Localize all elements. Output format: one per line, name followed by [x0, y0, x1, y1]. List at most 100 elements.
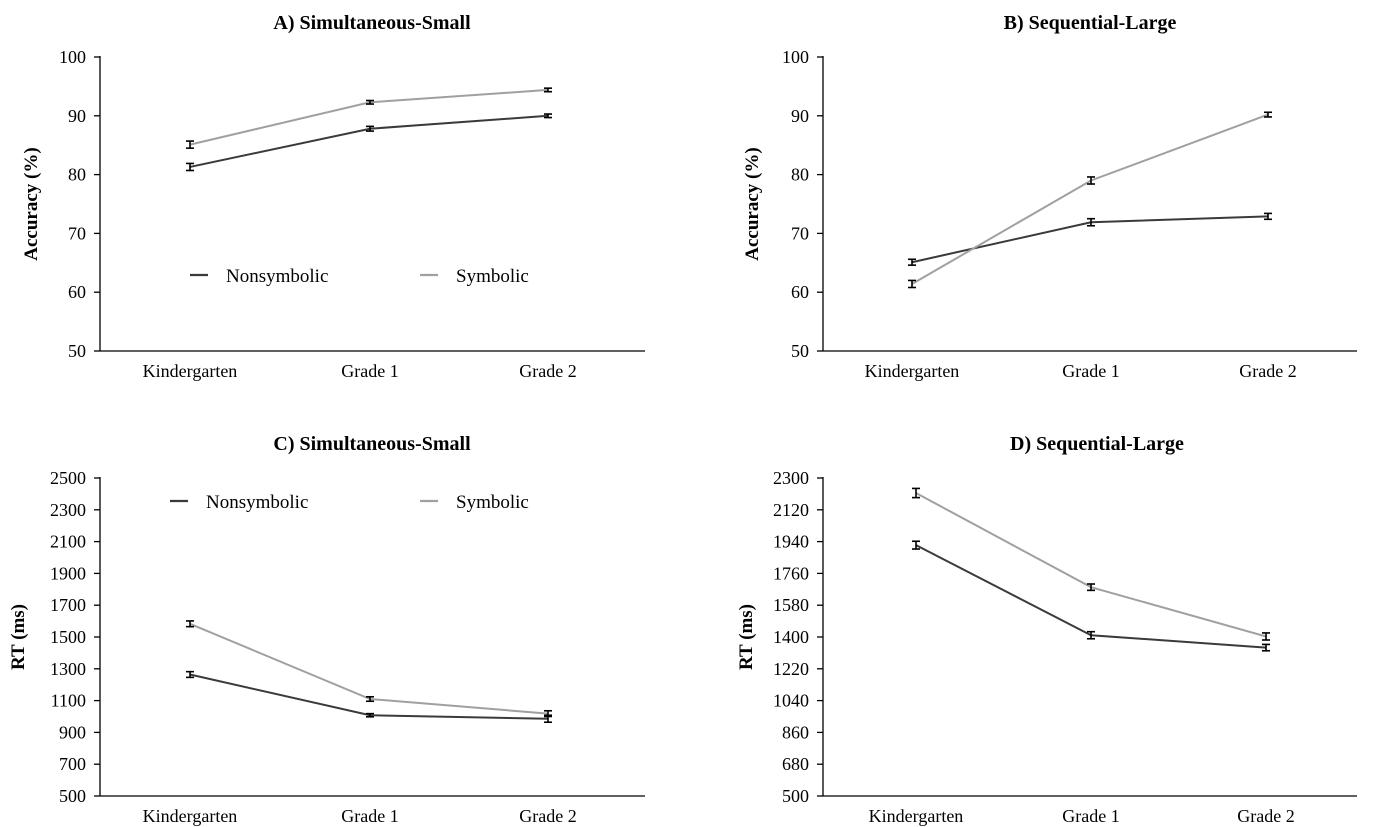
y-tick-label: 500 — [782, 786, 809, 806]
data-point-error-bar — [366, 695, 374, 703]
series-nonsymbolic — [912, 540, 1270, 652]
y-tick-label: 2300 — [773, 468, 809, 488]
y-tick-label: 1700 — [50, 595, 86, 615]
data-point-error-bar — [1087, 583, 1095, 592]
legend-label: Symbolic — [456, 492, 529, 513]
chart-title: A) Simultaneous-Small — [273, 12, 471, 34]
data-point-error-bar — [366, 712, 374, 718]
data-point-error-bar — [1087, 630, 1095, 640]
data-point-error-bar — [912, 487, 920, 499]
y-tick-label: 500 — [59, 786, 86, 806]
data-point-error-bar — [186, 162, 194, 172]
y-tick-label: 70 — [68, 223, 86, 243]
data-point-error-bar — [912, 540, 920, 550]
legend-label: Symbolic — [456, 266, 529, 287]
y-tick-label: 2500 — [50, 468, 86, 488]
x-category-label: Grade 1 — [1062, 806, 1119, 826]
legend-label: Nonsymbolic — [226, 266, 328, 287]
chart-title: D) Sequential-Large — [1010, 433, 1184, 455]
data-point-error-bar — [1087, 217, 1095, 227]
legend: Nonsymbolic Symbolic — [170, 492, 529, 513]
y-tick-label: 1900 — [50, 563, 86, 583]
y-tick-label: 80 — [68, 165, 86, 185]
y-tick-label: 2120 — [773, 500, 809, 520]
y-tick-label: 100 — [782, 47, 809, 67]
data-point-error-bar — [186, 140, 194, 149]
y-tick-label: 60 — [791, 282, 809, 302]
y-tick-label: 50 — [791, 341, 809, 361]
data-point-error-bar — [544, 87, 552, 93]
series-line — [915, 492, 1267, 638]
x-category-label: Grade 2 — [1239, 361, 1296, 381]
y-tick-label: 90 — [68, 106, 86, 126]
x-category-label: Grade 2 — [1237, 806, 1294, 826]
data-point-error-bar — [366, 125, 374, 132]
y-axis-label: RT (ms) — [736, 604, 757, 670]
series-symbolic — [908, 111, 1272, 289]
x-category-label: Grade 2 — [519, 361, 576, 381]
chart-panel-3: C) Simultaneous-Small RT (ms) 500 700 900 110… — [8, 433, 645, 826]
series-symbolic — [186, 620, 552, 718]
y-tick-label: 1300 — [50, 659, 86, 679]
y-tick-label: 1040 — [773, 691, 809, 711]
y-tick-label: 60 — [68, 282, 86, 302]
y-tick-label: 900 — [59, 722, 86, 742]
y-tick-label: 860 — [782, 722, 809, 742]
x-category-label: Grade 2 — [519, 806, 576, 826]
data-point-error-bar — [908, 258, 916, 266]
data-point-error-bar — [1264, 212, 1272, 221]
y-tick-label: 50 — [68, 341, 86, 361]
chart-panel-1: A) Simultaneous-Small Accuracy (%) 50 60 70 8… — [21, 12, 645, 381]
x-category-label: Kindergarten — [143, 361, 238, 381]
chart-panel-4: D) Sequential-Large RT (ms) 500 680 860 1040 1… — [736, 433, 1357, 826]
y-tick-label: 1760 — [773, 563, 809, 583]
data-point-error-bar — [186, 670, 194, 679]
chart-panel-2: B) Sequential-Large Accuracy (%) 50 60 70 80 9… — [742, 12, 1357, 381]
chart-title: C) Simultaneous-Small — [273, 433, 471, 455]
series-line — [911, 113, 1269, 285]
data-point-error-bar — [544, 113, 552, 119]
y-tick-label: 1580 — [773, 595, 809, 615]
y-tick-label: 680 — [782, 754, 809, 774]
y-tick-label: 700 — [59, 754, 86, 774]
y-axis-label: RT (ms) — [8, 604, 29, 670]
data-point-error-bar — [186, 620, 194, 628]
y-tick-label: 1940 — [773, 532, 809, 552]
data-point-error-bar — [1262, 643, 1270, 652]
y-tick-label: 2100 — [50, 532, 86, 552]
y-tick-label: 70 — [791, 223, 809, 243]
data-point-error-bar — [544, 709, 552, 718]
data-point-error-bar — [366, 99, 374, 105]
y-tick-label: 1220 — [773, 659, 809, 679]
series-nonsymbolic — [908, 212, 1272, 266]
series-line — [911, 215, 1269, 264]
x-category-label: Grade 1 — [1062, 361, 1119, 381]
x-category-label: Kindergarten — [143, 806, 238, 826]
data-point-error-bar — [1087, 176, 1095, 185]
legend: Nonsymbolic Symbolic — [190, 266, 529, 287]
x-category-label: Grade 1 — [341, 806, 398, 826]
y-tick-label: 1100 — [51, 691, 86, 711]
series-symbolic — [912, 487, 1270, 641]
data-point-error-bar — [908, 279, 916, 289]
series-line — [189, 114, 549, 168]
y-axis-label: Accuracy (%) — [21, 147, 42, 260]
y-tick-label: 1400 — [773, 627, 809, 647]
series-nonsymbolic — [186, 113, 552, 172]
chart-title: B) Sequential-Large — [1004, 12, 1177, 34]
y-tick-label: 1500 — [50, 627, 86, 647]
data-point-error-bar — [1262, 632, 1270, 641]
y-tick-label: 2300 — [50, 500, 86, 520]
x-category-label: Grade 1 — [341, 361, 398, 381]
x-category-label: Kindergarten — [869, 806, 964, 826]
y-tick-label: 80 — [791, 165, 809, 185]
y-axis-label: Accuracy (%) — [742, 147, 763, 260]
series-line — [189, 622, 549, 715]
y-tick-label: 90 — [791, 106, 809, 126]
y-tick-label: 100 — [59, 47, 86, 67]
data-point-error-bar — [1264, 111, 1272, 118]
x-category-label: Kindergarten — [865, 361, 960, 381]
series-nonsymbolic — [186, 670, 552, 724]
series-symbolic — [186, 87, 552, 149]
